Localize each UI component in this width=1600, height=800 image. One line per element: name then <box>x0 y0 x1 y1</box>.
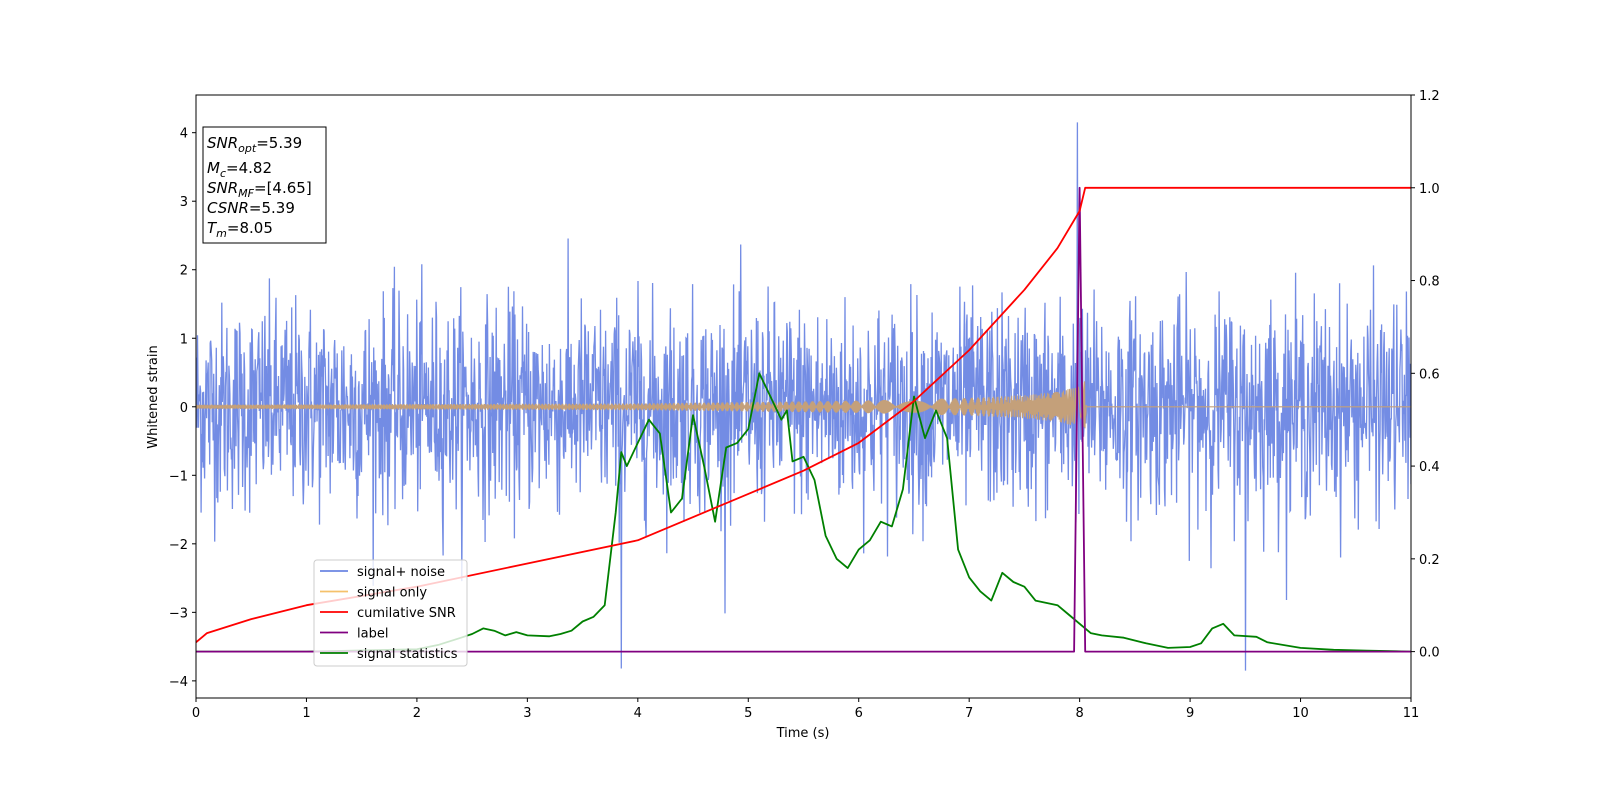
stats-subscript: MF <box>238 187 254 200</box>
x-tick-label: 4 <box>634 706 642 721</box>
y-left-tick-label: 4 <box>180 127 188 142</box>
x-tick-label: 3 <box>523 706 531 721</box>
stats-subscript: opt <box>238 142 257 155</box>
series-cumulative-snr-line <box>196 186 1411 643</box>
y-right-tick-label: 0.2 <box>1419 553 1440 568</box>
stats-subscript: m <box>216 227 227 240</box>
legend-entry: signal statistics <box>357 647 458 662</box>
y-axis-label: Whitened strain <box>146 345 161 448</box>
stats-symbol: M <box>207 159 220 177</box>
x-axis-label: Time (s) <box>776 726 830 741</box>
legend-entry: label <box>357 627 388 642</box>
x-tick-label: 7 <box>965 706 973 721</box>
series-signal-only-line <box>196 381 1411 429</box>
legend-frame <box>313 559 468 667</box>
y-left-tick-label: −2 <box>169 538 188 553</box>
stats-value: =5.39 <box>249 199 295 217</box>
stats-symbol: T <box>207 219 218 237</box>
stats-line: Mc=4.82 <box>207 159 272 180</box>
x-tick-label: 9 <box>1186 706 1194 721</box>
legend-entry: signal only <box>357 586 427 601</box>
x-tick-label: 2 <box>413 706 421 721</box>
series-label-line <box>196 186 1411 653</box>
series-signal-statistics-line <box>196 372 1411 653</box>
stats-symbol: SNR <box>207 134 238 152</box>
legend: signal+ noise signal only cumilative SNR la… <box>313 559 468 667</box>
y-left-tick-label: 0 <box>180 401 188 416</box>
x-tick-label: 6 <box>855 706 863 721</box>
stats-subscript: c <box>220 167 226 180</box>
y-left-tick-label: −4 <box>169 675 188 690</box>
y-left-tick-label: 3 <box>180 195 188 210</box>
y-right-tick-label: 0.4 <box>1419 460 1440 475</box>
y-right-tick-label: 1.0 <box>1419 182 1440 197</box>
x-tick-label: 10 <box>1292 706 1309 721</box>
y-right-tick-label: 0.0 <box>1419 646 1440 661</box>
stats-line: Tm=8.05 <box>207 219 273 240</box>
y-right-tick-label: 0.8 <box>1419 275 1440 290</box>
y-left-axis: −4 −3 −2 −1 0 1 2 3 4 <box>169 127 196 690</box>
y-left-tick-label: 2 <box>180 264 188 279</box>
stats-line: CSNR=5.39 <box>207 199 295 217</box>
legend-entry: cumilative SNR <box>357 606 456 621</box>
stats-value: =8.05 <box>227 219 273 237</box>
plot-frame <box>195 94 1412 699</box>
series-layer <box>196 122 1411 671</box>
x-tick-label: 11 <box>1403 706 1420 721</box>
stats-line: SNRopt=5.39 <box>207 134 302 155</box>
x-tick-label: 0 <box>192 706 200 721</box>
series-signal-noise-line <box>196 122 1411 671</box>
stats-value: =5.39 <box>256 134 302 152</box>
x-axis: 0 1 2 3 4 5 6 7 8 9 10 11 <box>192 698 1419 721</box>
y-left-tick-label: −1 <box>169 469 188 484</box>
y-left-tick-label: −3 <box>169 606 188 621</box>
stats-symbol: SNR <box>207 179 238 197</box>
y-right-tick-label: 0.6 <box>1419 367 1440 382</box>
y-right-tick-label: 1.2 <box>1419 89 1440 104</box>
y-right-axis: 0.0 0.2 0.4 0.6 0.8 1.0 1.2 <box>1411 89 1440 661</box>
stats-line: SNRMF=[4.65] <box>207 179 312 200</box>
x-tick-label: 8 <box>1075 706 1083 721</box>
stats-box: SNRopt=5.39Mc=4.82SNRMF=[4.65]CSNR=5.39T… <box>202 126 327 244</box>
stats-box-frame <box>202 126 327 244</box>
legend-entry: signal+ noise <box>357 565 445 580</box>
y-left-tick-label: 1 <box>180 332 188 347</box>
x-tick-label: 5 <box>744 706 752 721</box>
stats-value: =[4.65] <box>254 179 312 197</box>
stats-value: =4.82 <box>226 159 272 177</box>
x-tick-label: 1 <box>302 706 310 721</box>
stats-symbol: CSNR <box>207 199 249 217</box>
